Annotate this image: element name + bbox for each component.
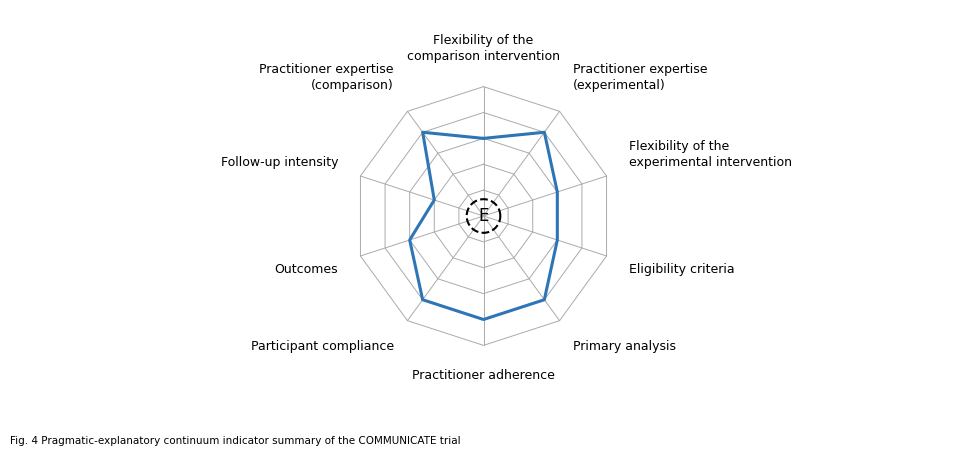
Text: E: E xyxy=(479,207,488,225)
Text: Flexibility of the
experimental intervention: Flexibility of the experimental interven… xyxy=(629,140,792,169)
Text: Follow-up intensity: Follow-up intensity xyxy=(220,156,338,169)
Text: Primary analysis: Primary analysis xyxy=(573,339,676,352)
Text: Practitioner expertise
(comparison): Practitioner expertise (comparison) xyxy=(259,63,394,93)
Text: Fig. 4 Pragmatic-explanatory continuum indicator summary of the COMMUNICATE tria: Fig. 4 Pragmatic-explanatory continuum i… xyxy=(10,436,460,446)
Text: Flexibility of the
comparison intervention: Flexibility of the comparison interventi… xyxy=(407,34,560,63)
Text: Practitioner adherence: Practitioner adherence xyxy=(412,369,555,382)
Text: Participant compliance: Participant compliance xyxy=(250,339,394,352)
Text: Eligibility criteria: Eligibility criteria xyxy=(629,263,734,276)
Text: Outcomes: Outcomes xyxy=(275,263,338,276)
Text: Practitioner expertise
(experimental): Practitioner expertise (experimental) xyxy=(573,63,708,93)
